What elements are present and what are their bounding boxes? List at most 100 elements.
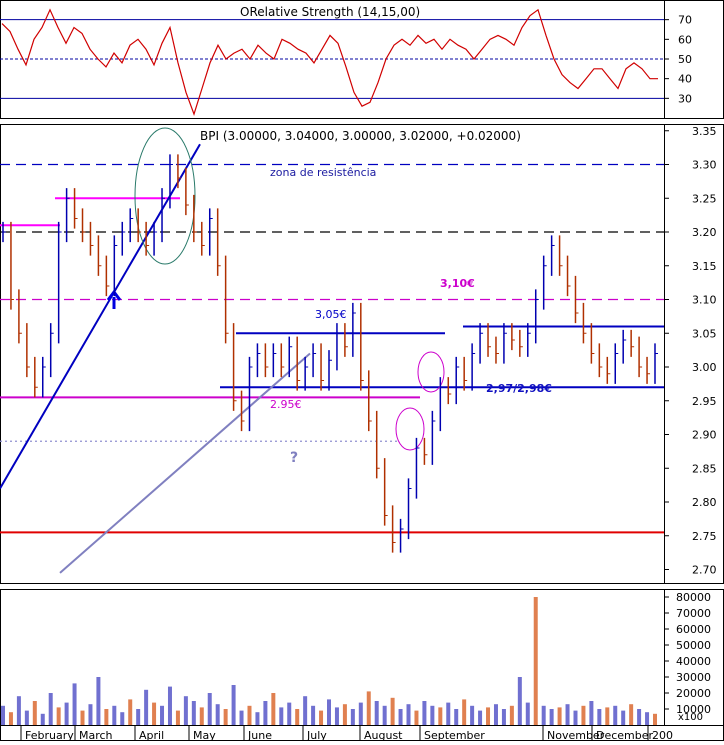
volume-bar — [112, 705, 117, 725]
volume-bar — [581, 705, 586, 725]
x-tick-label: August — [364, 729, 403, 741]
volume-bar — [72, 683, 77, 725]
volume-bar — [32, 701, 37, 725]
volume-bar — [8, 712, 13, 725]
volume-bar — [160, 705, 165, 725]
price-annotation: 3,05€ — [315, 308, 347, 321]
x-tick-label: March — [79, 729, 113, 741]
rsi-tick-label: 50 — [678, 53, 692, 66]
rsi-tick-label: 70 — [678, 14, 692, 27]
rsi-title: ORelative Strength (14,15,00) — [240, 5, 420, 19]
volume-bar — [613, 705, 618, 725]
x-tick-label: February — [25, 729, 74, 741]
price-panel-frame — [0, 124, 665, 584]
volume-bar — [629, 704, 634, 725]
volume-bar — [199, 707, 204, 725]
volume-bar — [430, 705, 435, 725]
price-title: BPI (3.00000, 3.04000, 3.00000, 3.02000,… — [200, 129, 521, 143]
volume-bar — [175, 710, 180, 725]
volume-bar — [88, 704, 93, 725]
volume-bar — [183, 696, 188, 725]
volume-bar — [40, 713, 45, 725]
volume-bar — [350, 709, 355, 725]
volume-bar — [549, 709, 554, 725]
volume-bar — [653, 713, 657, 725]
volume-tick-label: 60000 — [676, 623, 711, 636]
volume-bar — [255, 712, 260, 725]
volume-bar — [334, 707, 339, 725]
volume-bar — [374, 701, 379, 725]
volume-bar — [128, 699, 133, 725]
volume-bar — [239, 710, 244, 725]
highlight-ellipse — [417, 351, 445, 393]
volume-bar — [478, 710, 483, 725]
volume-bar — [509, 705, 514, 725]
volume-bar — [191, 701, 196, 725]
x-tick-label: April — [139, 729, 164, 741]
volume-bar — [263, 701, 268, 725]
volume-tick-label: 10000 — [676, 703, 711, 716]
volume-bar — [80, 710, 85, 725]
price-tick-label: 2.75 — [692, 530, 717, 543]
rsi-tick-label: 60 — [678, 33, 692, 46]
volume-tick-label: 50000 — [676, 639, 711, 652]
x-tick-label: November — [547, 729, 605, 741]
volume-bar — [454, 709, 459, 725]
volume-bar — [557, 707, 562, 725]
price-tick-label: 3.10 — [692, 294, 717, 307]
price-annotation: 2.95€ — [270, 398, 302, 411]
x-tick-label: September — [424, 729, 485, 741]
volume-bar — [406, 704, 411, 725]
volume-bar — [493, 704, 498, 725]
volume-bar — [621, 710, 626, 725]
volume-bar — [358, 702, 363, 725]
price-tick-label: 2.80 — [692, 496, 717, 509]
volume-bar — [470, 705, 475, 725]
volume-tick-label: 20000 — [676, 687, 711, 700]
volume-bar — [144, 689, 149, 725]
volume-bar — [438, 707, 443, 725]
volume-bar — [136, 709, 141, 725]
volume-bar — [517, 677, 522, 725]
volume-unit-label: x100 — [678, 712, 703, 723]
price-tick-label: 3.15 — [692, 260, 717, 273]
volume-bar — [327, 699, 331, 725]
x-tick-label: July — [306, 729, 327, 741]
price-tick-label: 3.30 — [692, 159, 717, 172]
volume-bar — [390, 697, 395, 725]
volume-tick-label: 70000 — [676, 607, 711, 620]
price-tick-label: 3.20 — [692, 226, 717, 239]
rsi-series-line — [1, 8, 658, 116]
price-annotation: zona de resistência — [270, 166, 376, 179]
x-tick-label: 200 — [652, 729, 673, 741]
volume-bar — [637, 709, 642, 725]
volume-bar — [342, 704, 347, 725]
volume-bar — [597, 709, 602, 725]
price-tick-label: 2.95 — [692, 395, 717, 408]
price-tick-label: 2.85 — [692, 462, 717, 475]
volume-bar — [215, 704, 220, 725]
highlight-ellipse — [134, 127, 196, 265]
volume-bar — [1, 705, 5, 725]
volume-bar — [414, 710, 419, 725]
volume-tick-label: 80000 — [676, 591, 711, 604]
volume-bar — [366, 691, 371, 725]
volume-tick-label: 30000 — [676, 671, 711, 684]
volume-bar — [533, 597, 538, 725]
price-tick-label: 2.90 — [692, 429, 717, 442]
volume-bar — [247, 705, 252, 725]
volume-bar — [311, 705, 316, 725]
volume-bar — [96, 677, 101, 725]
price-tick-label: 3.00 — [692, 361, 717, 374]
volume-bar — [48, 693, 53, 725]
volume-bar — [565, 704, 570, 725]
volume-bar — [303, 696, 308, 725]
volume-bar — [462, 699, 467, 725]
volume-bar — [120, 712, 125, 725]
volume-bar — [152, 702, 157, 725]
volume-bar — [573, 710, 578, 725]
price-annotation: 3,10€ — [440, 277, 475, 290]
volume-bar — [382, 705, 387, 725]
